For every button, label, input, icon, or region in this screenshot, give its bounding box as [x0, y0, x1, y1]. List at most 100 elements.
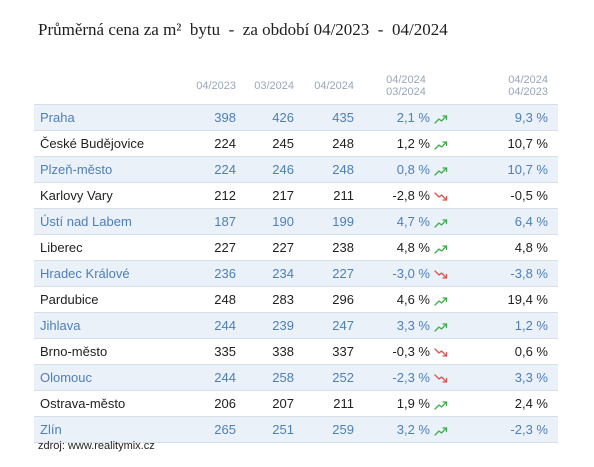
price-04-2023-cell: 227 — [181, 234, 242, 261]
trend-up-icon — [434, 322, 448, 332]
change-year-cell: 4,8 % — [452, 234, 558, 261]
price-04-2023-cell: 398 — [181, 104, 242, 131]
city-cell-value: Ostrava-město — [40, 396, 126, 411]
price-03-2024-cell: 217 — [242, 182, 300, 209]
price-03-2024-cell-value: 234 — [272, 266, 294, 281]
table-row: Olomouc 244 258 252 -2,3 % 3,3 % — [34, 364, 558, 391]
city-cell-value: Pardubice — [40, 292, 99, 307]
change-month-cell: -2,3 % — [360, 364, 452, 391]
price-04-2024-cell: 248 — [300, 130, 360, 157]
change-year-cell-value: 10,7 % — [507, 136, 548, 151]
price-03-2024-cell-value: 251 — [272, 422, 294, 437]
change-year-cell-value: -3,8 % — [510, 266, 548, 281]
change-year-cell: -3,8 % — [452, 260, 558, 287]
city-cell: Praha — [34, 104, 181, 131]
price-04-2023-cell-value: 244 — [214, 370, 236, 385]
price-03-2024-cell: 239 — [242, 312, 300, 339]
city-cell: Zlín — [34, 416, 181, 443]
column-header-change-month-line1: 04/2024 — [386, 74, 426, 86]
price-04-2023-cell: 244 — [181, 364, 242, 391]
price-04-2024-cell: 248 — [300, 156, 360, 183]
price-04-2024-cell: 435 — [300, 104, 360, 131]
change-year-cell: 2,4 % — [452, 390, 558, 417]
trend-up-icon — [434, 426, 448, 436]
column-header-change-year-line1: 04/2024 — [508, 74, 548, 86]
change-month-cell-value: 3,3 % — [396, 318, 430, 333]
table-row: Jihlava 244 239 247 3,3 % 1,2 % — [34, 312, 558, 339]
change-year-cell: 19,4 % — [452, 286, 558, 313]
city-cell-value: Praha — [40, 110, 75, 125]
table-body: Praha 398 426 435 2,1 % 9,3 % České Budějovice… — [34, 104, 558, 443]
table-header: 04/2023 03/2024 04/2024 04/2024 03/2024 … — [34, 68, 558, 105]
price-04-2023-cell: 224 — [181, 156, 242, 183]
price-04-2023-cell: 212 — [181, 182, 242, 209]
price-03-2024-cell: 245 — [242, 130, 300, 157]
price-04-2024-cell-value: 248 — [332, 162, 354, 177]
price-03-2024-cell: 246 — [242, 156, 300, 183]
price-table: 04/2023 03/2024 04/2024 04/2024 03/2024 … — [34, 68, 558, 443]
trend-up-icon — [434, 400, 448, 410]
change-year-cell: 9,3 % — [452, 104, 558, 131]
change-year-cell-value: 0,6 % — [514, 344, 548, 359]
table-row: Zlín 265 251 259 3,2 % -2,3 % — [34, 416, 558, 443]
trend-down-icon — [434, 269, 448, 280]
column-header-04-2024: 04/2024 — [300, 68, 360, 105]
change-month-cell: 1,2 % — [360, 130, 452, 157]
price-03-2024-cell-value: 283 — [272, 292, 294, 307]
price-04-2024-cell: 259 — [300, 416, 360, 443]
change-month-cell: 4,6 % — [360, 286, 452, 313]
price-04-2023-cell-value: 244 — [214, 318, 236, 333]
header-row: 04/2023 03/2024 04/2024 04/2024 03/2024 … — [34, 68, 558, 105]
price-03-2024-cell: 227 — [242, 234, 300, 261]
price-03-2024-cell: 207 — [242, 390, 300, 417]
price-04-2024-cell-value: 435 — [332, 110, 354, 125]
price-04-2023-cell-value: 335 — [214, 344, 236, 359]
change-month-cell: -2,8 % — [360, 182, 452, 209]
price-04-2023-cell: 265 — [181, 416, 242, 443]
change-month-cell-value: 4,7 % — [396, 214, 430, 229]
column-header-change-year: 04/2024 04/2023 — [452, 68, 558, 105]
change-year-cell: 10,7 % — [452, 156, 558, 183]
page-title: Průměrná cena za m² bytu - za období 04/… — [38, 20, 448, 39]
price-04-2023-cell: 335 — [181, 338, 242, 365]
table-row: Hradec Králové 236 234 227 -3,0 % -3,8 % — [34, 260, 558, 287]
city-cell-value: Brno-město — [40, 344, 108, 359]
change-month-cell-value: 4,6 % — [396, 292, 430, 307]
change-year-cell-value: 2,4 % — [514, 396, 548, 411]
price-04-2024-cell-value: 248 — [332, 136, 354, 151]
change-year-cell-value: 9,3 % — [514, 110, 548, 125]
city-cell-value: České Budějovice — [40, 136, 145, 151]
change-month-cell-value: 0,8 % — [396, 162, 430, 177]
table-row: Karlovy Vary 212 217 211 -2,8 % -0,5 % — [34, 182, 558, 209]
price-04-2024-cell: 337 — [300, 338, 360, 365]
price-04-2023-cell-value: 224 — [214, 162, 236, 177]
city-cell: České Budějovice — [34, 130, 181, 157]
city-cell-value: Ústí nad Labem — [40, 214, 132, 229]
change-year-cell-value: 19,4 % — [507, 292, 548, 307]
city-cell-value: Jihlava — [40, 318, 81, 333]
table-row: Ústí nad Labem 187 190 199 4,7 % 6,4 % — [34, 208, 558, 235]
city-cell: Plzeň-město — [34, 156, 181, 183]
price-03-2024-cell: 258 — [242, 364, 300, 391]
price-04-2023-cell-value: 398 — [214, 110, 236, 125]
price-04-2024-cell-value: 247 — [332, 318, 354, 333]
price-03-2024-cell-value: 245 — [272, 136, 294, 151]
city-cell-value: Liberec — [40, 240, 83, 255]
city-cell-value: Hradec Králové — [40, 266, 130, 281]
change-month-cell: 1,9 % — [360, 390, 452, 417]
price-04-2024-cell: 211 — [300, 182, 360, 209]
price-04-2024-cell: 296 — [300, 286, 360, 313]
change-year-cell: 0,6 % — [452, 338, 558, 365]
table-row: Brno-město 335 338 337 -0,3 % 0,6 % — [34, 338, 558, 365]
price-03-2024-cell-value: 217 — [272, 188, 294, 203]
price-03-2024-cell-value: 426 — [272, 110, 294, 125]
price-03-2024-cell: 338 — [242, 338, 300, 365]
price-04-2024-cell: 238 — [300, 234, 360, 261]
city-cell: Jihlava — [34, 312, 181, 339]
price-04-2024-cell-value: 296 — [332, 292, 354, 307]
price-04-2024-cell-value: 211 — [333, 396, 354, 411]
column-header-city — [34, 68, 181, 105]
price-03-2024-cell-value: 227 — [272, 240, 294, 255]
price-04-2024-cell-value: 199 — [332, 214, 354, 229]
column-header-change-month: 04/2024 03/2024 — [360, 68, 452, 105]
